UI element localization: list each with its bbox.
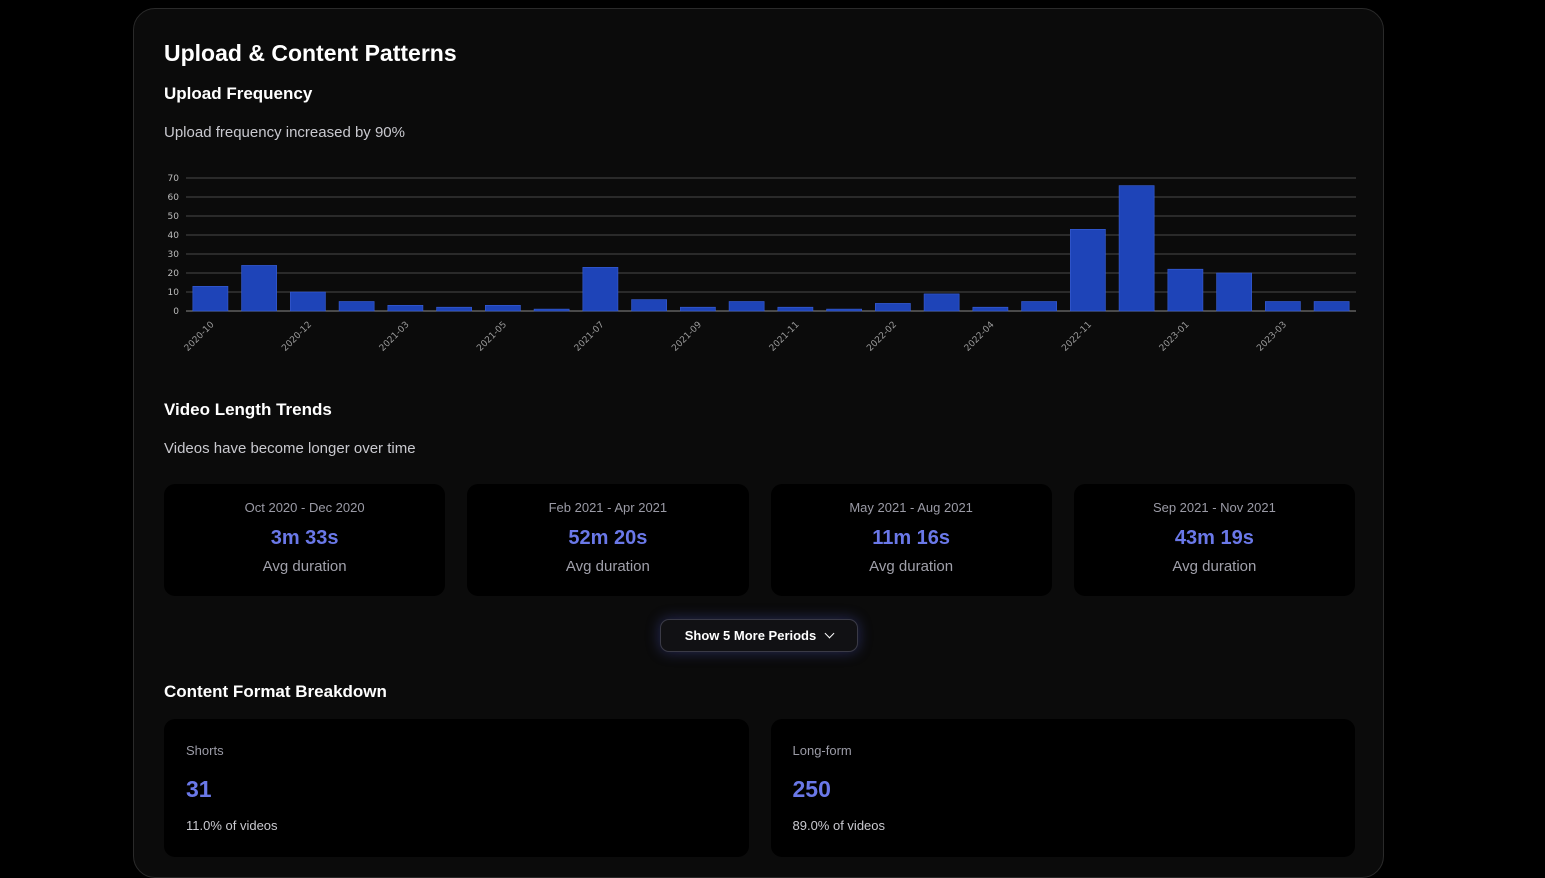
y-tick-label: 70 <box>168 174 180 184</box>
duration-period: Feb 2021 - Apr 2021 <box>548 500 668 515</box>
format-card-shorts: Shorts 31 11.0% of videos <box>164 719 749 857</box>
format-card-long-form: Long-form 250 89.0% of videos <box>770 719 1355 857</box>
bar <box>1070 228 1106 312</box>
bar <box>1216 272 1252 312</box>
bar <box>631 299 667 312</box>
duration-caption: Avg duration <box>262 558 347 575</box>
duration-period: May 2021 - Aug 2021 <box>849 500 973 515</box>
y-tick-label: 0 <box>173 307 179 317</box>
format-share: 11.0% of videos <box>186 818 278 833</box>
bar <box>533 308 570 312</box>
y-tick-label: 10 <box>168 288 180 298</box>
bar <box>290 291 326 312</box>
duration-value: 43m 19s <box>1174 527 1254 549</box>
show-more-periods-label: Show 5 More Periods <box>684 628 817 643</box>
y-tick-label: 30 <box>168 250 180 260</box>
x-tick-label: 2021-11 <box>768 320 802 354</box>
x-tick-label: 2023-01 <box>1158 320 1192 354</box>
duration-period: Sep 2021 - Nov 2021 <box>1152 500 1276 515</box>
format-share: 89.0% of videos <box>792 818 886 833</box>
y-tick-label: 60 <box>168 193 180 203</box>
bar <box>1265 301 1301 312</box>
y-tick-label: 40 <box>168 231 180 241</box>
page-title: Upload & Content Patterns <box>164 40 457 66</box>
x-tick-label: 2022-04 <box>963 320 997 354</box>
x-tick-label: 2022-11 <box>1060 320 1094 354</box>
upload-frequency-title: Upload Frequency <box>164 84 313 103</box>
y-tick-label: 50 <box>168 212 180 222</box>
bar <box>875 303 911 312</box>
duration-caption: Avg duration <box>1172 558 1257 575</box>
x-tick-label: 2021-05 <box>475 320 509 354</box>
x-tick-label: 2020-12 <box>280 320 314 354</box>
format-count: 250 <box>792 776 831 802</box>
duration-caption: Avg duration <box>565 558 650 575</box>
content-format-title: Content Format Breakdown <box>164 682 387 701</box>
y-tick-label: 20 <box>168 269 180 279</box>
bar <box>826 308 862 312</box>
video-length-title: Video Length Trends <box>164 400 332 419</box>
bar <box>728 301 765 312</box>
chevron-down-icon <box>824 628 835 639</box>
bar <box>1021 301 1057 312</box>
x-tick-label: 2021-09 <box>670 320 704 354</box>
bar <box>338 301 375 312</box>
bar <box>436 306 472 312</box>
x-tick-label: 2023-03 <box>1255 320 1289 354</box>
duration-card: Feb 2021 - Apr 2021 52m 20s Avg duration <box>467 484 749 596</box>
x-tick-label: 2020-10 <box>183 320 217 354</box>
bar <box>923 293 960 312</box>
bar <box>241 265 277 312</box>
duration-card: Sep 2021 - Nov 2021 43m 19s Avg duration <box>1073 484 1355 596</box>
bar <box>972 306 1009 312</box>
duration-value: 11m 16s <box>872 527 951 549</box>
duration-period: Oct 2020 - Dec 2020 <box>244 500 365 515</box>
duration-card: Oct 2020 - Dec 2020 3m 33s Avg duration <box>164 484 446 596</box>
duration-value: 3m 33s <box>270 527 339 549</box>
bar <box>582 267 619 312</box>
bar <box>1313 301 1350 312</box>
format-count: 31 <box>186 776 212 802</box>
x-tick-label: 2021-07 <box>573 320 607 354</box>
bar <box>387 305 424 312</box>
duration-value: 52m 20s <box>568 527 648 549</box>
bar <box>485 305 521 312</box>
x-tick-label: 2022-02 <box>865 320 899 354</box>
upload-frequency-description: Upload frequency increased by 90% <box>164 124 405 141</box>
upload-content-panel: Upload & Content Patterns Upload Frequen… <box>133 8 1384 878</box>
bar <box>1167 268 1204 312</box>
video-length-description: Videos have become longer over time <box>164 440 416 457</box>
x-tick-label: 2021-03 <box>378 320 412 354</box>
bar <box>192 286 229 312</box>
bar <box>1118 185 1155 312</box>
show-more-periods-button[interactable]: Show 5 More Periods <box>660 619 858 652</box>
upload-frequency-chart: 0 10 20 30 40 50 60 70 2020-10 2020-12 2021-03 2021… <box>168 174 1356 354</box>
bar <box>680 306 716 312</box>
content-format-cards: Shorts 31 11.0% of videos Long-form 250 … <box>164 719 1355 857</box>
format-label: Shorts <box>186 743 224 758</box>
duration-card: May 2021 - Aug 2021 11m 16s Avg duration <box>770 484 1052 596</box>
duration-caption: Avg duration <box>869 558 954 575</box>
bar <box>777 306 814 312</box>
video-length-cards: Oct 2020 - Dec 2020 3m 33s Avg duration … <box>164 484 1355 596</box>
format-label: Long-form <box>792 743 852 758</box>
